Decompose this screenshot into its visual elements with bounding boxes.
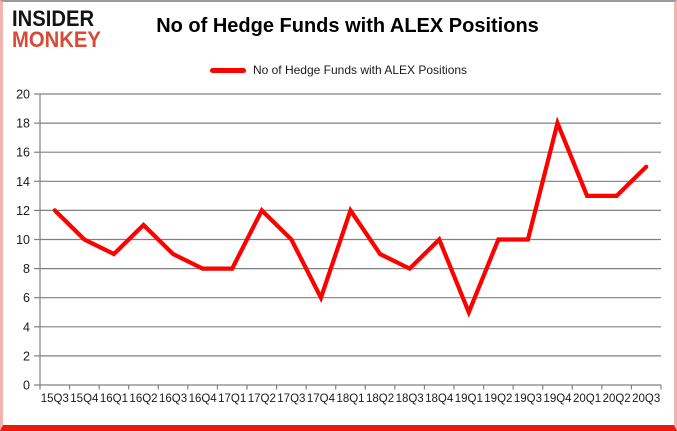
legend-series-label: No of Hedge Funds with ALEX Positions: [252, 63, 468, 77]
y-axis-label: 20: [16, 88, 30, 102]
x-axis-label: 17Q1: [218, 393, 246, 405]
x-axis-label: 19Q2: [484, 393, 512, 405]
x-axis-label: 16Q1: [100, 393, 128, 405]
x-axis-label: 15Q4: [70, 393, 99, 405]
y-axis-label: 6: [23, 291, 30, 305]
logo-monkey-text: MONKEY: [12, 26, 101, 52]
chart-title: No of Hedge Funds with ALEX Positions: [156, 15, 539, 37]
x-axis-label: 20Q2: [603, 393, 631, 405]
insider-monkey-logo: INSIDER MONKEY: [12, 6, 109, 52]
x-axis-label: 17Q3: [277, 393, 305, 405]
y-axis-label: 10: [16, 233, 30, 247]
x-axis-label: 18Q1: [336, 393, 364, 405]
y-axis-label: 0: [23, 379, 30, 393]
x-axis-label: 16Q4: [189, 393, 218, 405]
legend-line-swatch: [209, 67, 246, 73]
x-axis-label: 19Q1: [455, 393, 483, 405]
line-chart-plot: 0 2 4 6 8 10 12 14 16 18 20 15Q3 15Q4 16Q1 16Q2 16Q3 16Q…: [16, 88, 662, 405]
y-axis-label: 4: [23, 320, 30, 334]
x-axis-label: 16Q3: [159, 393, 187, 405]
x-axis-label: 18Q3: [396, 393, 424, 405]
x-axis-label: 18Q4: [425, 393, 454, 405]
x-axis-label: 20Q3: [632, 393, 660, 405]
y-axis-label: 14: [16, 175, 30, 189]
y-axis-label: 18: [16, 117, 30, 131]
x-axis-label: 19Q4: [543, 393, 572, 405]
chart-legend: No of Hedge Funds with ALEX Positions: [3, 63, 674, 77]
y-axis-label: 16: [16, 146, 30, 160]
y-axis-label: 12: [16, 204, 30, 218]
x-axis-label: 19Q3: [514, 393, 542, 405]
x-axis-label: 18Q2: [366, 393, 394, 405]
x-axis-label: 17Q2: [248, 393, 276, 405]
logo-insider-text: INSIDER: [12, 6, 95, 31]
y-axis-label: 2: [23, 349, 30, 363]
series-line: [52, 116, 649, 318]
x-axis-label: 15Q3: [41, 393, 69, 405]
x-axis-label: 20Q1: [573, 393, 601, 405]
x-axis-label: 16Q2: [129, 393, 157, 405]
x-axis-label: 17Q4: [307, 393, 336, 405]
y-axis-label: 8: [23, 262, 30, 276]
